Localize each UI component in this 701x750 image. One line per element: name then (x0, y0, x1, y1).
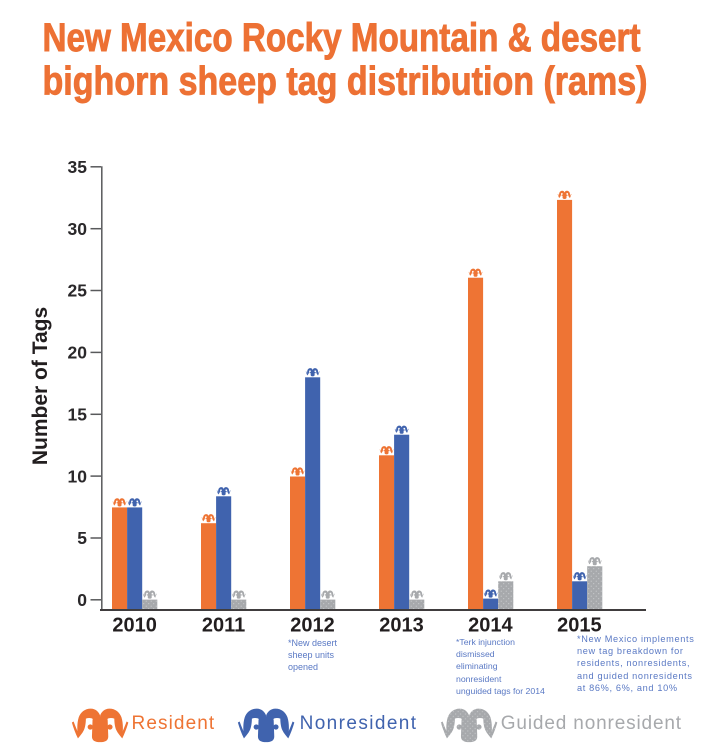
svg-text:35: 35 (68, 157, 88, 177)
svg-text:2011: 2011 (202, 615, 245, 637)
svg-text:2012: 2012 (290, 615, 335, 637)
svg-text:30: 30 (68, 219, 88, 239)
svg-text:2014: 2014 (468, 615, 513, 637)
svg-text:2015: 2015 (557, 615, 602, 637)
svg-text:2010: 2010 (112, 615, 157, 637)
svg-text:New Mexico Rocky Mountain & de: New Mexico Rocky Mountain & desert (43, 16, 641, 60)
svg-text:15: 15 (68, 405, 88, 425)
svg-text:0: 0 (77, 590, 87, 610)
svg-text:Number of Tags: Number of Tags (29, 307, 52, 465)
svg-text:20: 20 (68, 343, 88, 363)
svg-text:5: 5 (77, 528, 87, 548)
svg-text:bighorn sheep tag distribution: bighorn sheep tag distribution (rams) (43, 59, 648, 103)
svg-text:10: 10 (68, 466, 88, 486)
svg-text:25: 25 (68, 281, 88, 301)
svg-text:2013: 2013 (379, 615, 424, 637)
